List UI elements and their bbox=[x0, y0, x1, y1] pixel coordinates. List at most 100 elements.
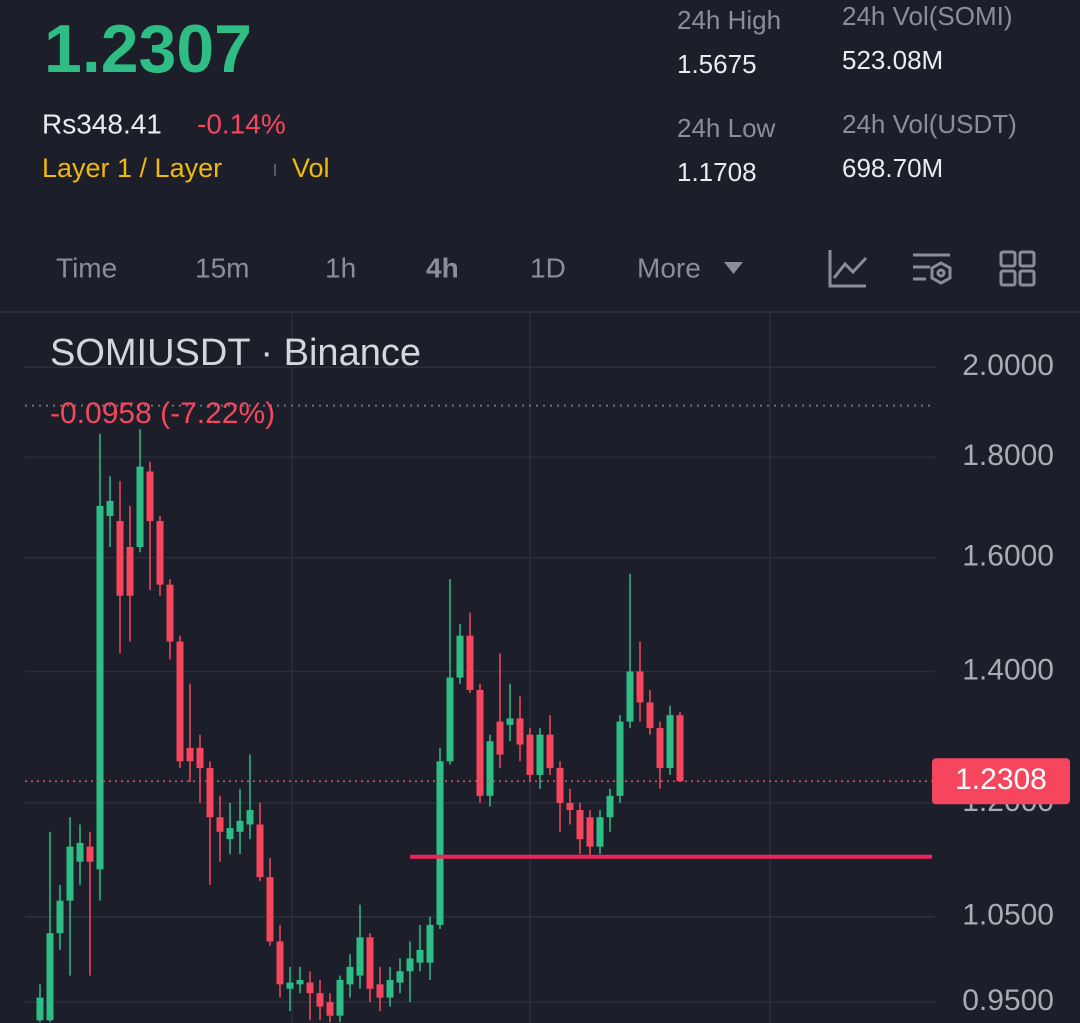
candle-body bbox=[176, 641, 184, 762]
candle-body bbox=[586, 817, 594, 847]
stat-label: 24h Low bbox=[677, 113, 776, 143]
overlay: 2.00001.80001.60001.40001.20001.05000.95… bbox=[932, 349, 1070, 1017]
interval-tab[interactable]: 1h bbox=[325, 252, 356, 283]
candle-body bbox=[666, 715, 674, 769]
candle-body bbox=[256, 824, 264, 878]
candle-body bbox=[436, 761, 444, 925]
candle-body bbox=[276, 941, 284, 985]
y-tick-label: 1.4000 bbox=[962, 653, 1054, 686]
stat-label: 24h Vol(SOMI) bbox=[842, 1, 1013, 31]
candle-body bbox=[326, 1002, 334, 1016]
candle-body bbox=[576, 810, 584, 840]
last-price-box bbox=[932, 758, 1070, 805]
stat-label: 24h Vol(USDT) bbox=[842, 109, 1017, 139]
candle-body bbox=[376, 984, 384, 998]
candle-body bbox=[526, 734, 534, 775]
candle-body bbox=[606, 795, 614, 818]
stat-value: 1.1708 bbox=[677, 157, 757, 187]
candle-body bbox=[286, 982, 294, 989]
layout-icon[interactable] bbox=[999, 250, 1036, 287]
candle-body bbox=[476, 689, 484, 796]
interval-tab[interactable]: 1D bbox=[530, 252, 566, 283]
chart-title: SOMIUSDT · Binance bbox=[50, 332, 421, 374]
candle-body bbox=[546, 734, 554, 769]
candle-body bbox=[126, 546, 134, 596]
indicator-icon[interactable] bbox=[828, 250, 868, 288]
candle-body bbox=[146, 471, 154, 522]
candle-body bbox=[416, 949, 424, 963]
candle-body bbox=[646, 702, 654, 729]
plot-area bbox=[25, 404, 932, 1023]
candle-body bbox=[76, 842, 84, 862]
candle-body bbox=[626, 671, 634, 722]
candle-body bbox=[226, 828, 234, 840]
price-change: -0.14% bbox=[197, 108, 286, 139]
category-tag[interactable]: Layer 1 / Layer bbox=[42, 153, 222, 183]
candle-body bbox=[616, 721, 624, 796]
interval-tab[interactable]: Time bbox=[56, 252, 117, 283]
candle-body bbox=[46, 933, 54, 1021]
candle-body bbox=[406, 958, 414, 972]
stat-label: 24h High bbox=[677, 5, 781, 35]
candle-body bbox=[676, 715, 684, 782]
candle-body bbox=[356, 937, 364, 976]
candle-body bbox=[636, 671, 644, 703]
candle-body bbox=[316, 993, 324, 1007]
chart-subtitle: -0.0958 (-7.22%) bbox=[50, 397, 275, 430]
candle-body bbox=[426, 924, 434, 963]
candle-body bbox=[106, 500, 114, 516]
interval-tab[interactable]: 15m bbox=[195, 252, 249, 283]
candle-body bbox=[86, 846, 94, 862]
candle-body bbox=[186, 747, 194, 762]
y-tick-label: 1.0500 bbox=[962, 899, 1054, 932]
candle-body bbox=[386, 979, 394, 998]
candle-body bbox=[266, 877, 274, 942]
candle-body bbox=[166, 584, 174, 642]
candle-body bbox=[346, 966, 354, 985]
candle-body bbox=[246, 810, 254, 825]
candle-body bbox=[296, 979, 304, 985]
candle-body bbox=[516, 718, 524, 745]
dropdown-caret[interactable] bbox=[724, 262, 743, 274]
stat-value: 1.5675 bbox=[677, 49, 757, 79]
candle-body bbox=[496, 721, 504, 755]
candle-body bbox=[446, 677, 454, 762]
candle-body bbox=[196, 747, 204, 769]
candle-body bbox=[336, 979, 344, 1016]
y-tick-label: 2.0000 bbox=[962, 349, 1054, 382]
candle-body bbox=[136, 466, 144, 547]
candle-body bbox=[306, 982, 314, 994]
candle-body bbox=[566, 802, 574, 811]
candle-body bbox=[396, 971, 404, 983]
candle-body bbox=[36, 997, 44, 1021]
y-tick-label: 0.9500 bbox=[962, 984, 1054, 1017]
stat-value: 698.70M bbox=[842, 153, 943, 183]
candle-body bbox=[466, 635, 474, 690]
candle-body bbox=[556, 768, 564, 803]
last-price: 1.2307 bbox=[44, 11, 252, 87]
candle-body bbox=[486, 741, 494, 796]
candle-body bbox=[66, 846, 74, 901]
vol-tag[interactable]: Vol bbox=[292, 153, 330, 183]
candle-body bbox=[236, 820, 244, 832]
candle-body bbox=[366, 937, 374, 989]
settings-icon[interactable] bbox=[913, 253, 952, 285]
more-tab[interactable]: More bbox=[637, 252, 701, 283]
interval-tab[interactable]: 4h bbox=[426, 252, 459, 283]
candle-body bbox=[656, 728, 664, 769]
candle-body bbox=[96, 505, 104, 870]
stat-value: 523.08M bbox=[842, 45, 943, 75]
candle-body bbox=[206, 768, 214, 818]
candle-body bbox=[216, 817, 224, 832]
y-tick-label: 1.6000 bbox=[962, 540, 1054, 573]
candle-body bbox=[116, 521, 124, 596]
y-tick-label: 1.8000 bbox=[962, 439, 1054, 472]
candle-body bbox=[536, 734, 544, 775]
vertical-grid bbox=[291, 312, 771, 1023]
candle-body bbox=[56, 900, 64, 934]
last-price-label: 1.2308 bbox=[955, 763, 1047, 796]
candle-body bbox=[596, 817, 604, 847]
